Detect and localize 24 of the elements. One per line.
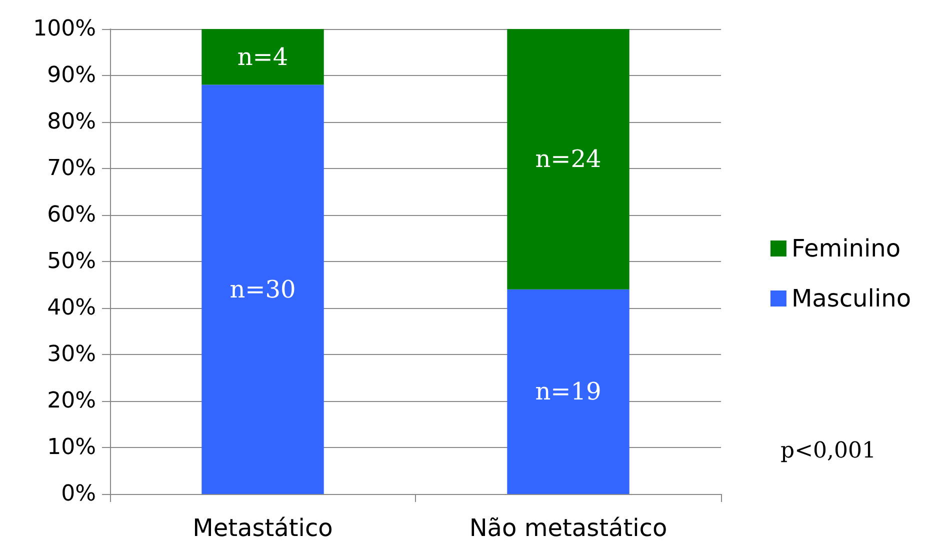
annotation: n=19	[535, 378, 602, 406]
y-tick-label: 10%	[47, 435, 96, 460]
annotation: n=30	[230, 275, 296, 304]
y-tick-label: 0%	[61, 482, 96, 506]
y-tick-label: 30%	[47, 342, 96, 367]
y-tick-label: 20%	[47, 388, 96, 414]
annotation: n=4	[237, 42, 288, 71]
bar	[202, 29, 324, 85]
bar	[507, 29, 630, 290]
x-tick-label: Não metastático	[469, 514, 668, 542]
bar	[202, 84, 324, 494]
y-tick-label: 60%	[47, 202, 96, 228]
y-tick-label: 70%	[47, 156, 96, 181]
x-tick-label: Metastático	[192, 514, 333, 542]
text: p<0,001	[780, 438, 876, 464]
y-tick-label: 50%	[47, 249, 96, 274]
legend-label: Feminino	[791, 234, 901, 262]
y-tick-label: 90%	[47, 63, 96, 88]
y-tick-label: 40%	[47, 296, 96, 320]
annotation: n=24	[535, 145, 602, 174]
y-tick-label: 100%	[33, 16, 96, 42]
legend-label: Masculino	[791, 284, 912, 312]
bar	[507, 289, 630, 494]
y-tick-label: 80%	[47, 110, 96, 134]
